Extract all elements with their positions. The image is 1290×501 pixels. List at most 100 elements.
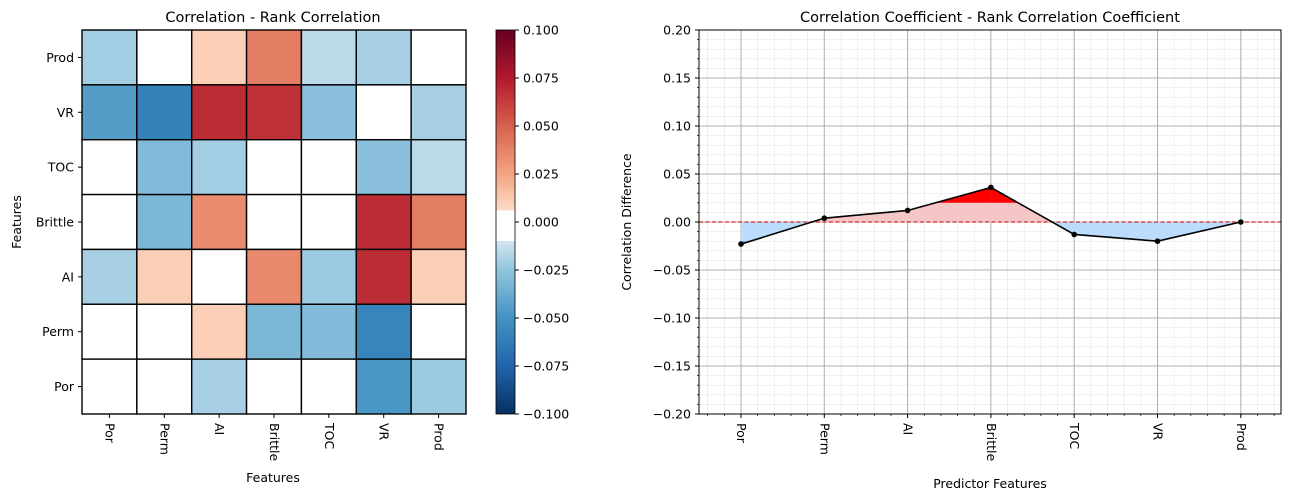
heatmap-cell — [300, 248, 357, 305]
colorbar-gradient — [495, 29, 516, 415]
heatmap-cell — [136, 358, 193, 415]
line-x-tick-label: Prod — [1234, 423, 1249, 451]
heatmap-x-tick-label: AI — [212, 423, 227, 435]
heatmap-y-tick-label: Brittle — [36, 215, 74, 230]
heatmap-cell — [81, 303, 138, 360]
line-y-tick-label: 0.15 — [663, 71, 691, 86]
data-point — [988, 184, 994, 191]
heatmap-cell — [136, 84, 193, 141]
colorbar-tick-label: 0.025 — [523, 167, 559, 182]
colorbar-ticks: 0.100 0.075 0.050 0.025 0.000 −0.025 −0.050 −0.… — [515, 23, 569, 422]
heatmap-cell — [300, 29, 357, 86]
heatmap-cell — [245, 358, 303, 415]
heatmap-title: Correlation - Rank Correlation — [165, 10, 380, 26]
line-y-tick-label: −0.10 — [653, 311, 691, 326]
heatmap-x-tick-label: TOC — [322, 422, 337, 449]
heatmap-cell — [245, 139, 303, 196]
data-point — [1071, 231, 1077, 238]
heatmap-cell — [81, 248, 138, 305]
heatmap-cell — [136, 139, 193, 196]
heatmap-cell — [191, 193, 248, 251]
heatmap-cell — [136, 29, 193, 86]
line-y-tick-label: 0.00 — [663, 215, 691, 230]
heatmap-cell — [300, 193, 357, 251]
heatmap-cell — [300, 303, 357, 360]
line-y-tick-label: −0.20 — [653, 407, 691, 422]
heatmap-x-tick-label: Por — [102, 423, 117, 444]
heatmap-y-ticks: Prod VR TOC Brittle AI Perm Por — [36, 50, 82, 394]
heatmap-cell — [355, 303, 412, 360]
data-point — [1238, 219, 1244, 225]
heatmap-cell — [136, 248, 193, 305]
heatmap-cell — [191, 358, 248, 415]
heatmap-y-tick-label: Por — [54, 379, 75, 394]
heatmap-cell — [245, 84, 303, 141]
data-point — [821, 215, 828, 221]
colorbar-tick-label: −0.050 — [523, 311, 569, 326]
line-title: Correlation Coefficient - Rank Correlati… — [800, 10, 1180, 26]
heatmap-x-tick-label: Perm — [157, 423, 172, 455]
heatmap-cell — [355, 358, 412, 415]
line-y-tick-label: 0.20 — [663, 23, 691, 38]
heatmap-panel: Correlation - Rank Correlation Prod VR TOC… — [9, 10, 467, 485]
heatmap-cell — [191, 248, 248, 305]
heatmap-cell — [355, 248, 412, 305]
line-y-tick-label: −0.15 — [653, 359, 691, 374]
heatmap-cells — [81, 29, 467, 415]
colorbar-tick-label: −0.075 — [523, 359, 569, 374]
heatmap-cell — [410, 193, 467, 251]
line-x-ticks: Por Perm AI Brittle TOC VR Prod — [707, 414, 1275, 461]
line-x-tick-label: Brittle — [984, 423, 999, 461]
heatmap-x-tick-label: VR — [377, 423, 392, 441]
colorbar-tick-label: 0.100 — [523, 23, 559, 38]
colorbar-tick-label: 0.050 — [523, 119, 559, 134]
heatmap-x-ticks: Por Perm AI Brittle TOC VR Prod — [102, 414, 447, 461]
heatmap-cell — [245, 193, 303, 251]
heatmap-cell — [81, 84, 138, 141]
heatmap-cell — [136, 303, 193, 360]
heatmap-cell — [300, 358, 357, 415]
colorbar-tick-label: 0.075 — [523, 71, 559, 86]
colorbar-tick-label: −0.025 — [523, 263, 569, 278]
data-point — [1154, 238, 1161, 244]
heatmap-cell — [81, 29, 138, 86]
line-y-tick-label: 0.05 — [663, 167, 691, 182]
line-panel: Correlation Coefficient - Rank Correlati… — [619, 10, 1282, 491]
heatmap-cell — [191, 303, 248, 360]
heatmap-cell — [81, 139, 138, 196]
line-x-tick-label: VR — [1151, 423, 1166, 441]
heatmap-x-tick-label: Prod — [432, 423, 447, 451]
line-x-tick-label: AI — [901, 423, 916, 435]
heatmap-cell — [410, 139, 467, 196]
line-y-label: Correlation Difference — [619, 153, 634, 291]
heatmap-cell — [191, 139, 248, 196]
colorbar-tick-label: 0.000 — [523, 215, 559, 230]
heatmap-cell — [355, 139, 412, 196]
line-x-tick-label: TOC — [1067, 422, 1082, 449]
data-point — [904, 207, 911, 214]
heatmap-cell — [245, 303, 303, 360]
heatmap-cell — [355, 84, 412, 141]
heatmap-y-tick-label: Prod — [46, 50, 74, 65]
heatmap-cell — [245, 248, 303, 305]
heatmap-cell — [300, 139, 357, 196]
heatmap-y-tick-label: VR — [57, 105, 75, 120]
heatmap-cell — [191, 29, 248, 86]
heatmap-cell — [245, 29, 303, 86]
colorbar-tick-label: −0.100 — [523, 407, 569, 422]
heatmap-x-label: Features — [246, 470, 300, 485]
positive-area — [811, 187, 1053, 222]
heatmap-cell — [81, 193, 138, 251]
heatmap-cell — [410, 84, 467, 141]
heatmap-cell — [410, 29, 467, 86]
line-x-label: Predictor Features — [933, 476, 1047, 491]
data-point — [738, 241, 744, 247]
colorbar: 0.100 0.075 0.050 0.025 0.000 −0.025 −0.050 −0.… — [495, 23, 569, 422]
line-y-tick-label: 0.10 — [663, 119, 691, 134]
heatmap-cell — [410, 248, 467, 305]
heatmap-y-tick-label: Perm — [42, 324, 74, 339]
line-y-tick-label: −0.05 — [653, 263, 691, 278]
heatmap-y-label: Features — [9, 195, 24, 249]
heatmap-cell — [81, 358, 138, 415]
heatmap-y-tick-label: AI — [62, 269, 74, 284]
